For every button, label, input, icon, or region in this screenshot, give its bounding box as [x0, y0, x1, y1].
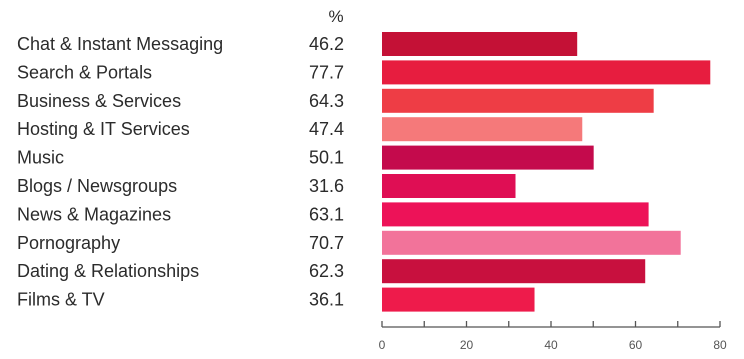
category-label: Chat & Instant Messaging	[17, 34, 223, 54]
value-label: 31.6	[309, 176, 344, 196]
bar	[382, 88, 654, 113]
bar	[382, 145, 594, 170]
x-tick-label: 20	[460, 338, 474, 352]
value-label: 77.7	[309, 62, 344, 82]
bar	[382, 287, 535, 312]
value-label: 64.3	[309, 91, 344, 111]
value-label: 63.1	[309, 204, 344, 224]
bar	[382, 174, 516, 198]
bar	[382, 60, 711, 85]
category-label: Hosting & IT Services	[17, 119, 190, 139]
bar	[382, 202, 649, 227]
value-label: 62.3	[309, 261, 344, 281]
x-axis: 0 20 40 60 80	[379, 321, 727, 352]
category-label: News & Magazines	[17, 204, 171, 224]
bar	[382, 117, 583, 142]
x-tick-label: 60	[629, 338, 643, 352]
category-label: Pornography	[17, 233, 120, 253]
unit-label: %	[328, 7, 343, 26]
chart-rows: Chat & Instant Messaging 46.2 Search & Por…	[17, 32, 711, 312]
value-label: 50.1	[309, 148, 344, 168]
bar	[382, 32, 578, 56]
category-label: Films & TV	[17, 290, 105, 310]
bar	[382, 230, 681, 255]
value-label: 70.7	[309, 233, 344, 253]
bar	[382, 259, 646, 284]
category-label: Business & Services	[17, 91, 181, 111]
category-label: Dating & Relationships	[17, 261, 199, 281]
x-tick-label: 80	[713, 338, 727, 352]
value-label: 46.2	[309, 34, 344, 54]
value-label: 47.4	[309, 119, 344, 139]
category-label: Search & Portals	[17, 62, 152, 82]
x-tick-label: 0	[379, 338, 386, 352]
value-label: 36.1	[309, 290, 344, 310]
category-label: Music	[17, 148, 64, 168]
category-label: Blogs / Newsgroups	[17, 176, 177, 196]
x-tick-label: 40	[544, 338, 558, 352]
